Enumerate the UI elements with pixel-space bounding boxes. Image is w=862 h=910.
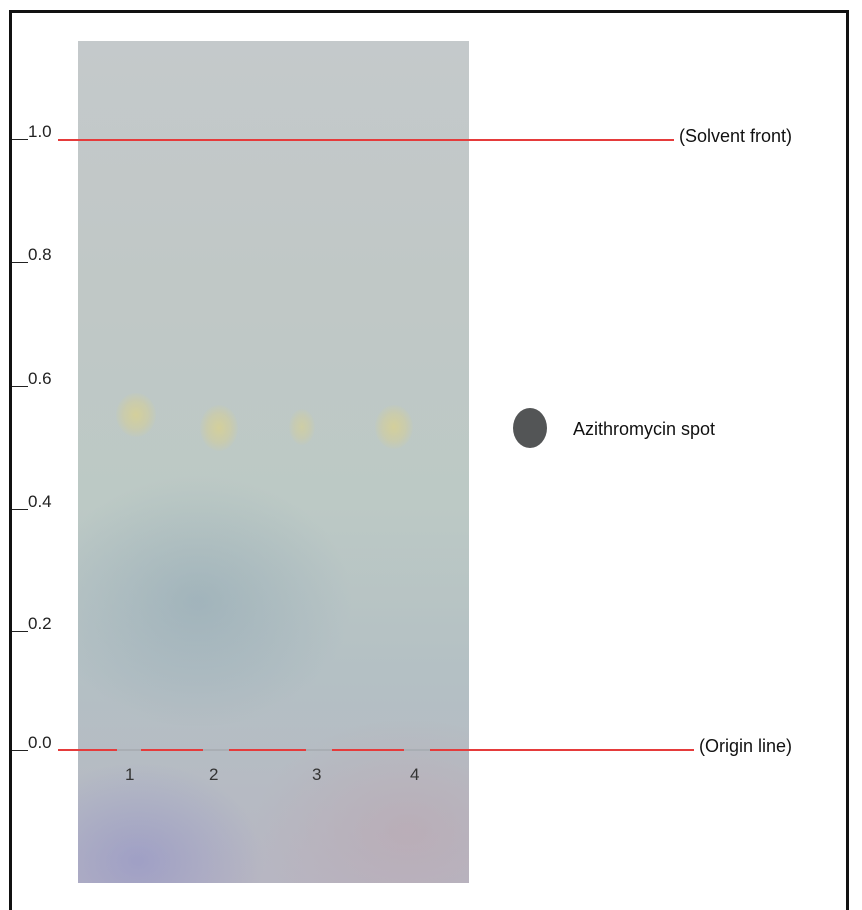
origin-gap-2 bbox=[203, 749, 229, 751]
spot-lane-3 bbox=[289, 409, 315, 445]
solvent-front-label: (Solvent front) bbox=[679, 126, 793, 146]
spot-lane-1 bbox=[116, 393, 156, 437]
tlc-plate bbox=[78, 41, 469, 883]
tick-label-1-0: 1.0 bbox=[28, 122, 52, 141]
tick-0-0 bbox=[12, 750, 28, 751]
lane-number-1: 1 bbox=[125, 765, 135, 784]
spot-lane-2 bbox=[200, 405, 238, 451]
tick-0-2 bbox=[12, 631, 28, 632]
tick-label-0-4: 0.4 bbox=[28, 492, 52, 511]
lane-number-3: 3 bbox=[312, 765, 322, 784]
tick-0-8 bbox=[12, 262, 28, 263]
origin-gap-4 bbox=[404, 749, 430, 751]
legend-label: Azithromycin spot bbox=[573, 419, 716, 439]
lane-number-2: 2 bbox=[209, 765, 219, 784]
tick-1-0 bbox=[12, 139, 28, 140]
tick-label-0-8: 0.8 bbox=[28, 245, 52, 264]
origin-gap-3 bbox=[306, 749, 332, 751]
tick-label-0-0: 0.0 bbox=[28, 733, 52, 752]
origin-line bbox=[58, 749, 694, 751]
figure-frame bbox=[9, 10, 849, 910]
origin-line-label: (Origin line) bbox=[699, 736, 793, 756]
origin-gap-1 bbox=[117, 749, 141, 751]
solvent-front-line bbox=[58, 139, 674, 141]
tick-0-4 bbox=[12, 509, 28, 510]
tick-0-6 bbox=[12, 386, 28, 387]
legend-dot-icon bbox=[513, 408, 547, 448]
tick-label-0-2: 0.2 bbox=[28, 614, 52, 633]
spot-lane-4 bbox=[375, 405, 413, 449]
lane-number-4: 4 bbox=[410, 765, 420, 784]
tick-label-0-6: 0.6 bbox=[28, 369, 52, 388]
